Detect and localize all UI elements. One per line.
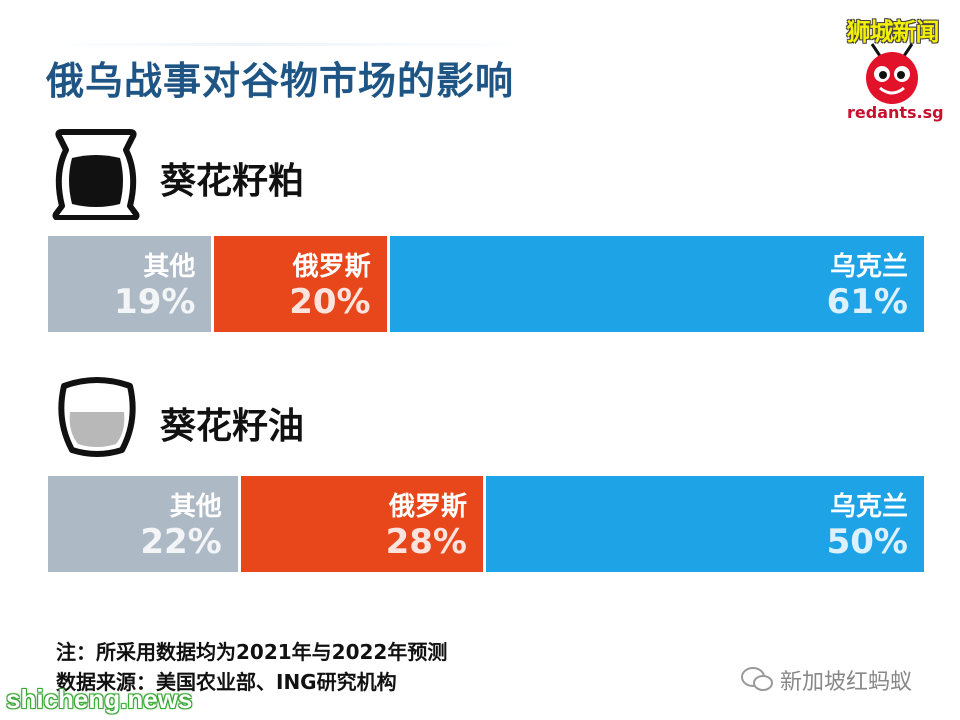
meal-stacked-bar: 其他 19% 俄罗斯 20% 乌克兰 61% <box>48 236 924 332</box>
segment-name: 俄罗斯 <box>292 252 371 282</box>
brand-badge: 狮城新闻 redants.sg <box>835 12 950 127</box>
watermark-right: 新加坡红蚂蚁 <box>740 664 912 696</box>
title-rule <box>46 43 546 46</box>
red-ant-logo-icon <box>866 43 918 104</box>
footnotes: 注：所采用数据均为2021年与2022年预测 数据来源：美国农业部、ING研究机… <box>56 637 447 697</box>
page-title: 俄乌战事对谷物市场的影响 <box>46 59 515 103</box>
oil-pot-icon <box>58 377 136 457</box>
watermark-left: shicheng.news <box>6 684 193 714</box>
segment-value: 20% <box>289 282 371 322</box>
segment-value: 22% <box>140 522 222 562</box>
bar-segment: 乌克兰 50% <box>485 476 924 572</box>
watermark-right-text: 新加坡红蚂蚁 <box>780 670 913 695</box>
segment-value: 28% <box>385 522 467 562</box>
bar-segment: 其他 19% <box>48 236 215 332</box>
bar-segment: 其他 22% <box>48 476 241 572</box>
segment-value: 50% <box>826 522 908 562</box>
bar-segment: 俄罗斯 28% <box>240 476 486 572</box>
bar-segment: 俄罗斯 20% <box>214 236 390 332</box>
segment-name: 俄罗斯 <box>388 492 467 522</box>
sack-icon <box>52 129 140 220</box>
meal-label: 葵花籽粕 <box>160 161 305 202</box>
segment-name: 其他 <box>143 252 196 282</box>
segment-value: 19% <box>114 282 196 322</box>
segment-name: 乌克兰 <box>829 492 908 522</box>
chat-bubble-icon <box>741 667 773 691</box>
segment-value: 61% <box>826 282 908 322</box>
segment-name: 乌克兰 <box>829 252 908 282</box>
segment-name: 其他 <box>169 492 222 522</box>
data-note: 注：所采用数据均为2021年与2022年预测 <box>56 640 448 664</box>
brand-url: redants.sg <box>847 103 944 122</box>
oil-stacked-bar: 其他 22% 俄罗斯 28% 乌克兰 50% <box>48 476 924 572</box>
bar-segment: 乌克兰 61% <box>389 236 924 332</box>
oil-label: 葵花籽油 <box>160 406 305 447</box>
brand-name: 狮城新闻 <box>846 18 940 46</box>
data-source: 数据来源：美国农业部、ING研究机构 <box>56 670 397 694</box>
